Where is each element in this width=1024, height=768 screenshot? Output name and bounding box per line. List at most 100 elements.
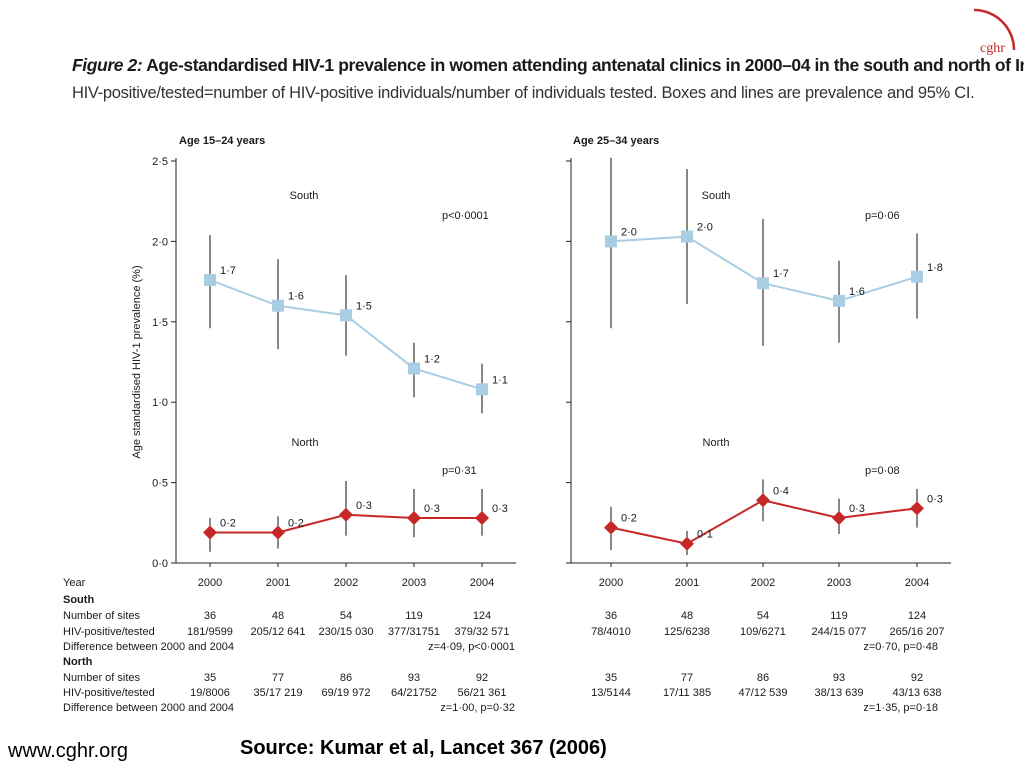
x-tick-label: 2000	[198, 577, 222, 589]
y-tick-label: 1·0	[152, 397, 168, 409]
table-cell-tested: 181/9599	[187, 626, 233, 638]
footer-source: Source: Kumar et al, Lancet 367 (2006)	[240, 737, 607, 759]
table-cell-sites: 93	[408, 672, 420, 684]
table-cell-sites: 119	[830, 610, 848, 622]
table-cell-sites: 86	[757, 672, 769, 684]
table-cell-tested: 125/6238	[664, 626, 710, 638]
table-cell-diff: z=4·09, p<0·0001	[428, 641, 515, 653]
x-tick-label: 2003	[827, 577, 851, 589]
data-point-diamond	[756, 493, 770, 508]
x-tick-label: 2002	[751, 577, 775, 589]
data-point-diamond	[680, 536, 694, 551]
data-label: 1·7	[220, 265, 236, 277]
table-cell-sites: 124	[908, 610, 926, 622]
table-cell-sites: 119	[405, 610, 423, 622]
x-tick-label: 2001	[266, 577, 290, 589]
data-point-square	[476, 383, 488, 396]
table-cell-tested: 78/4010	[591, 626, 631, 638]
logo-text: cghr	[980, 41, 1005, 56]
data-label: 0·3	[424, 503, 440, 515]
data-point-diamond	[271, 525, 285, 540]
table-cell-tested: 69/19 972	[322, 687, 371, 699]
table-cell-tested: 230/15 030	[318, 626, 373, 638]
panel-title: Age 25–34 years	[573, 135, 659, 147]
table-row-sites: Number of sites	[63, 672, 141, 684]
data-point-diamond	[203, 525, 217, 540]
y-tick-label: 2·0	[152, 236, 168, 248]
x-tick-label: 2004	[905, 577, 929, 589]
figure-label: Figure 2:	[72, 55, 143, 75]
data-label: 0·3	[356, 500, 372, 512]
panel-title: Age 15–24 years	[179, 135, 265, 147]
table-row-diff: Difference between 2000 and 2004	[63, 702, 234, 714]
data-label: 0·3	[927, 493, 943, 505]
table-cell-sites: 92	[911, 672, 923, 684]
table-cell-sites: 124	[473, 610, 491, 622]
y-tick-label: 1·5	[152, 317, 168, 329]
pvalue-north: p=0·31	[442, 465, 477, 477]
series-label-south: South	[702, 190, 731, 202]
y-tick-label: 0·5	[152, 478, 168, 490]
table-cell-tested: 265/16 207	[889, 626, 944, 638]
table-row-diff: Difference between 2000 and 2004	[63, 641, 234, 653]
data-point-square	[204, 273, 216, 286]
table-cell-sites: 35	[204, 672, 216, 684]
y-tick-label: 0·0	[152, 558, 168, 570]
series-label-north: North	[703, 437, 730, 449]
table-cell-sites: 36	[204, 610, 216, 622]
data-point-square	[340, 309, 352, 322]
x-tick-label: 2000	[599, 577, 623, 589]
series-label-north: North	[292, 437, 319, 449]
data-label: 1·1	[492, 374, 508, 386]
table-cell-tested: 38/13 639	[815, 687, 864, 699]
data-point-diamond	[475, 510, 489, 525]
table-south-label: South	[63, 594, 94, 606]
x-tick-label: 2003	[402, 577, 426, 589]
table-cell-tested: 13/5144	[591, 687, 631, 699]
data-label: 1·5	[356, 300, 372, 312]
table-cell-tested: 109/6271	[740, 626, 786, 638]
figure-title: Figure 2: Age-standardised HIV-1 prevale…	[72, 55, 1024, 76]
table-cell-sites: 86	[340, 672, 352, 684]
figure-title-text: Age-standardised HIV-1 prevalence in wom…	[146, 55, 1024, 75]
data-label: 1·6	[849, 286, 865, 298]
data-point-square	[272, 299, 284, 312]
table-cell-tested: 17/11 385	[663, 687, 711, 699]
table-year-label: Year	[63, 577, 86, 589]
data-point-square	[681, 230, 693, 243]
table-cell-sites: 93	[833, 672, 845, 684]
table-cell-tested: 64/21752	[391, 687, 437, 699]
pvalue-south: p<0·0001	[442, 210, 489, 222]
table-north-label: North	[63, 656, 93, 668]
data-point-square	[408, 362, 420, 375]
table-cell-tested: 379/32 571	[454, 626, 509, 638]
table-cell-tested: 377/31751	[388, 626, 440, 638]
table-cell-tested: 47/12 539	[739, 687, 788, 699]
data-label: 1·7	[773, 268, 789, 280]
x-tick-label: 2004	[470, 577, 494, 589]
table-cell-sites: 36	[605, 610, 617, 622]
data-label: 2·0	[621, 226, 637, 238]
data-point-diamond	[407, 510, 421, 525]
table-cell-tested: 35/17 219	[254, 687, 303, 699]
table-cell-tested: 205/12 641	[250, 626, 305, 638]
footer-url: www.cghr.org	[8, 740, 129, 762]
y-axis-title: Age standardised HIV-1 prevalence (%)	[131, 265, 143, 458]
data-point-diamond	[339, 507, 353, 522]
data-point-square	[911, 270, 923, 283]
table-cell-tested: 19/8006	[190, 687, 230, 699]
table-cell-sites: 48	[681, 610, 693, 622]
series-label-south: South	[290, 190, 319, 202]
data-label: 0·2	[288, 517, 304, 529]
figure-subtitle: HIV-positive/tested=number of HIV-positi…	[72, 84, 975, 102]
data-point-square	[757, 277, 769, 290]
table-cell-sites: 77	[681, 672, 693, 684]
table-row-tested: HIV-positive/tested	[63, 687, 155, 699]
data-point-square	[605, 235, 617, 248]
data-label: 0·3	[492, 503, 508, 515]
data-label: 0·3	[849, 503, 865, 515]
data-label: 2·0	[697, 222, 713, 234]
table-cell-sites: 54	[757, 610, 769, 622]
table-cell-tested: 43/13 638	[893, 687, 942, 699]
